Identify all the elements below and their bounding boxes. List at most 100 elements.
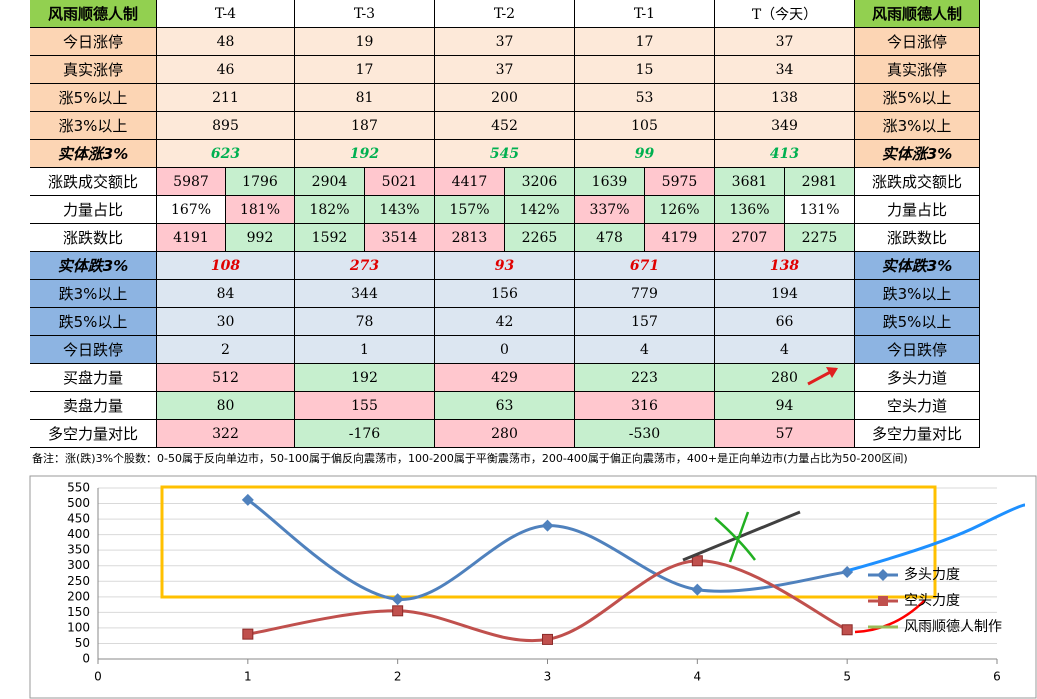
data-cell: 81 <box>295 84 435 112</box>
data-cell: 4 <box>715 336 855 364</box>
row-label: 涨跌数比 <box>855 224 980 252</box>
split-cell: 3681 <box>715 168 785 196</box>
data-cell: 322 <box>157 420 295 448</box>
row-label: 真实涨停 <box>30 56 157 84</box>
y-tick-label: 400 <box>67 527 90 541</box>
data-cell: 280 <box>435 420 575 448</box>
data-cell: 779 <box>575 280 715 308</box>
row-label: 跌3%以上 <box>30 280 157 308</box>
data-cell: 37 <box>435 28 575 56</box>
split-cell: 182% <box>295 196 365 224</box>
x-tick-label: 4 <box>694 670 702 684</box>
data-cell: 512 <box>157 364 295 392</box>
annotation-mark <box>714 511 756 563</box>
split-cell: 4191 <box>157 224 226 252</box>
y-tick-label: 350 <box>67 543 90 557</box>
data-cell: 105 <box>575 112 715 140</box>
data-cell: 93 <box>435 252 575 280</box>
row-label: 实体涨3% <box>30 140 157 168</box>
data-cell: 53 <box>575 84 715 112</box>
split-cell: 143% <box>365 196 435 224</box>
data-cell: 4 <box>575 336 715 364</box>
data-cell: 66 <box>715 308 855 336</box>
data-cell: 349 <box>715 112 855 140</box>
y-tick-label: 200 <box>67 589 90 603</box>
y-tick-label: 150 <box>67 605 90 619</box>
data-cell: 2 <box>157 336 295 364</box>
marker <box>841 565 854 578</box>
data-cell: 671 <box>575 252 715 280</box>
x-tick-label: 6 <box>993 670 1001 684</box>
x-tick-label: 0 <box>94 670 102 684</box>
data-cell: 34 <box>715 56 855 84</box>
data-cell: 138 <box>715 252 855 280</box>
row-label: 跌5%以上 <box>30 308 157 336</box>
split-cell: 131% <box>785 196 855 224</box>
header-cell: 风雨顺德人制 <box>855 0 980 28</box>
header-cell: T-2 <box>435 0 575 28</box>
split-cell: 5975 <box>645 168 715 196</box>
x-tick-label: 3 <box>544 670 552 684</box>
y-tick-label: 450 <box>67 512 90 526</box>
data-cell: 187 <box>295 112 435 140</box>
data-cell: 316 <box>575 392 715 420</box>
data-cell: 344 <box>295 280 435 308</box>
data-cell: 63 <box>435 392 575 420</box>
marker <box>691 555 703 567</box>
row-label: 今日涨停 <box>855 28 980 56</box>
header-cell: T-4 <box>157 0 295 28</box>
data-cell: 17 <box>295 56 435 84</box>
row-label: 卖盘力量 <box>30 392 157 420</box>
split-cell: 157% <box>435 196 505 224</box>
series-line <box>247 498 848 601</box>
split-cell: 167% <box>157 196 226 224</box>
split-cell: 337% <box>575 196 645 224</box>
data-cell: 19 <box>295 28 435 56</box>
note: 备注：涨(跌)3%个股数：0-50属于反向单边市，50-100属于偏反向震荡市，… <box>32 452 908 465</box>
annotation-line <box>854 599 926 634</box>
split-cell: 1796 <box>226 168 295 196</box>
split-cell: 992 <box>226 224 295 252</box>
split-cell: 2275 <box>785 224 855 252</box>
data-cell: 623 <box>157 140 295 168</box>
row-label: 跌3%以上 <box>855 280 980 308</box>
marker <box>242 628 254 640</box>
data-cell: 1 <box>295 336 435 364</box>
row-label: 力量占比 <box>30 196 157 224</box>
marker <box>841 624 853 636</box>
row-label: 今日涨停 <box>30 28 157 56</box>
row-label: 实体涨3% <box>855 140 980 168</box>
header-cell: 风雨顺德人制 <box>30 0 157 28</box>
split-cell: 3206 <box>505 168 575 196</box>
marker <box>391 593 404 606</box>
row-label: 买盘力量 <box>30 364 157 392</box>
split-cell: 1592 <box>295 224 365 252</box>
row-label: 力量占比 <box>855 196 980 224</box>
x-tick-label: 2 <box>394 670 402 684</box>
annotation-line <box>682 510 801 562</box>
row-label: 空头力道 <box>855 392 980 420</box>
data-cell: 429 <box>435 364 575 392</box>
header-cell: T-3 <box>295 0 435 28</box>
split-cell: 2265 <box>505 224 575 252</box>
data-cell: 42 <box>435 308 575 336</box>
y-tick-label: 50 <box>75 636 90 650</box>
arrow-head <box>826 367 838 378</box>
split-cell: 2813 <box>435 224 505 252</box>
data-cell: 192 <box>295 140 435 168</box>
data-cell: 78 <box>295 308 435 336</box>
y-tick-label: 100 <box>67 620 90 634</box>
split-cell: 3514 <box>365 224 435 252</box>
split-cell: 142% <box>505 196 575 224</box>
split-cell: 136% <box>715 196 785 224</box>
data-cell: 223 <box>575 364 715 392</box>
data-cell: 138 <box>715 84 855 112</box>
data-cell: -176 <box>295 420 435 448</box>
row-label: 真实涨停 <box>855 56 980 84</box>
data-cell: 156 <box>435 280 575 308</box>
row-label: 涨3%以上 <box>855 112 980 140</box>
data-cell: 200 <box>435 84 575 112</box>
split-cell: 4417 <box>435 168 505 196</box>
row-label: 涨跌成交额比 <box>855 168 980 196</box>
